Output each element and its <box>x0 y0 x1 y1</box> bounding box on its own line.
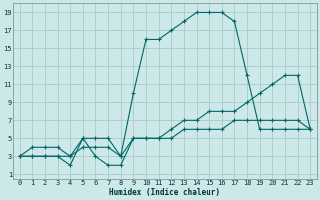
X-axis label: Humidex (Indice chaleur): Humidex (Indice chaleur) <box>109 188 220 197</box>
